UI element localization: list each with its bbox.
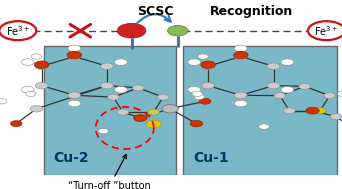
Circle shape [194,94,205,99]
FancyArrowPatch shape [137,14,171,23]
Circle shape [117,23,146,38]
Circle shape [284,108,295,114]
Text: Fe$^{3+}$: Fe$^{3+}$ [6,24,30,38]
Circle shape [199,98,211,104]
Circle shape [188,86,201,93]
Circle shape [68,100,81,107]
Circle shape [314,108,326,114]
Circle shape [115,59,127,65]
Circle shape [281,59,294,65]
Circle shape [234,100,247,107]
Circle shape [148,109,159,115]
Circle shape [98,128,109,134]
Circle shape [168,26,188,36]
Circle shape [201,61,215,68]
Circle shape [68,92,81,99]
Circle shape [101,63,114,70]
Circle shape [234,45,247,52]
Circle shape [234,51,248,59]
Circle shape [108,94,119,100]
Circle shape [31,54,42,59]
Circle shape [101,82,114,89]
Circle shape [115,86,127,93]
Circle shape [132,85,144,91]
Text: Cu-1: Cu-1 [193,151,229,165]
Circle shape [192,91,202,97]
Circle shape [234,53,247,60]
Circle shape [10,121,22,127]
Circle shape [117,109,129,115]
Text: Cu-2: Cu-2 [53,151,89,165]
Circle shape [324,93,336,99]
Circle shape [308,21,342,40]
Circle shape [259,124,269,129]
Circle shape [22,59,34,65]
Circle shape [234,92,247,99]
Circle shape [330,114,342,120]
Circle shape [267,63,280,70]
Circle shape [26,91,36,97]
Circle shape [188,59,201,65]
Circle shape [198,54,208,59]
Circle shape [0,21,36,40]
Text: Recognition: Recognition [210,5,293,18]
Circle shape [30,105,43,112]
Circle shape [202,82,214,89]
Circle shape [306,107,319,114]
Circle shape [190,120,203,127]
Circle shape [134,115,147,122]
Circle shape [68,45,81,52]
Circle shape [35,82,48,89]
Circle shape [267,82,280,89]
Text: “Turn-off ”button: “Turn-off ”button [68,154,151,189]
Circle shape [68,53,81,60]
Circle shape [337,91,342,97]
Circle shape [35,63,48,70]
Circle shape [0,99,7,104]
Circle shape [157,94,169,100]
Circle shape [34,61,49,68]
Circle shape [162,105,179,113]
Text: SCSC: SCSC [137,5,174,18]
FancyBboxPatch shape [183,46,337,175]
Circle shape [146,120,161,128]
Circle shape [202,63,214,70]
Circle shape [274,93,286,99]
FancyBboxPatch shape [44,46,176,175]
Circle shape [22,86,34,93]
Circle shape [299,83,311,89]
Circle shape [67,51,82,59]
Text: Fe$^{3+}$: Fe$^{3+}$ [314,24,339,38]
Circle shape [281,86,294,93]
